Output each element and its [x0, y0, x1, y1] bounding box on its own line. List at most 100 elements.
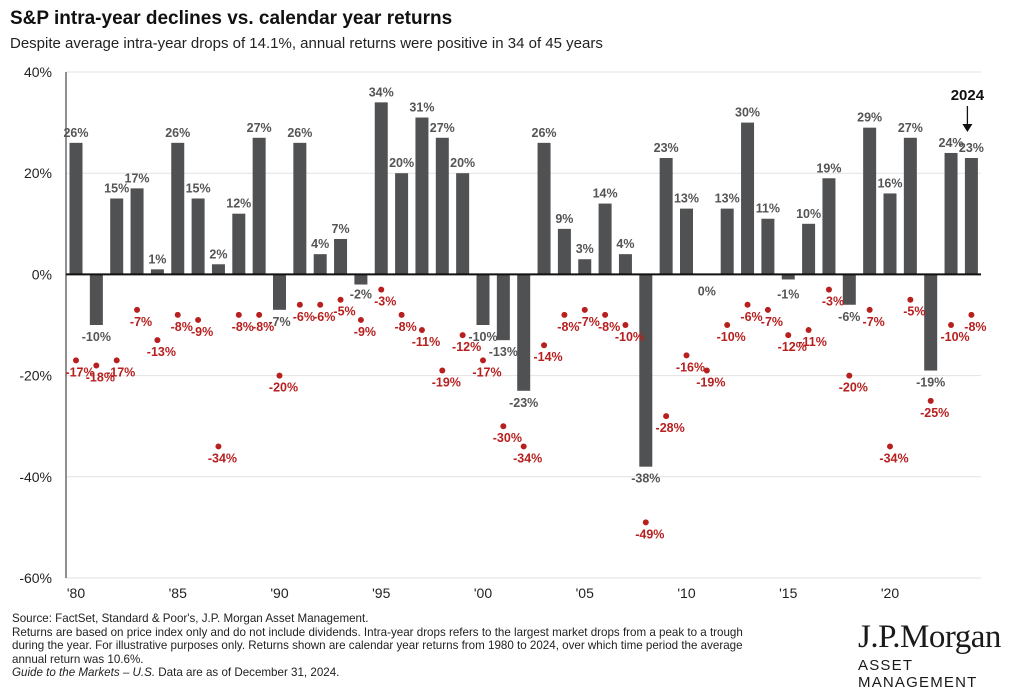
intra-year-decline-point [195, 316, 202, 323]
return-bar-label: 27% [898, 121, 923, 135]
x-tick-label: '90 [270, 585, 288, 601]
annotation-label: 2024 [951, 87, 985, 104]
logo-name: J.P.Morgan [858, 619, 1001, 655]
x-tick-label: '00 [474, 585, 492, 601]
return-bar-label: 16% [877, 176, 902, 190]
return-bar-label: 19% [816, 161, 841, 175]
return-bar-label: -10% [468, 330, 497, 344]
return-bar [639, 274, 653, 467]
return-bar-label: 23% [654, 141, 679, 155]
return-bar-label: 3% [576, 242, 594, 256]
y-tick-label: 20% [24, 165, 52, 181]
footnotes: Source: FactSet, Standard & Poor's, J.P.… [12, 612, 832, 680]
return-bar-label: 2% [209, 247, 227, 261]
intra-year-decline-label: -5% [903, 305, 925, 319]
intra-year-decline-label: -8% [598, 320, 620, 334]
return-bar-label: -6% [838, 310, 860, 324]
return-bar-label: -2% [350, 287, 372, 301]
return-bar-label: 20% [450, 156, 475, 170]
y-tick-label: 0% [32, 266, 52, 282]
y-tick-label: 40% [24, 64, 52, 80]
intra-year-decline-label: -10% [717, 330, 746, 344]
return-bar [659, 158, 673, 275]
intra-year-decline-label: -3% [822, 295, 844, 309]
intra-year-decline-label: -8% [232, 320, 254, 334]
return-bar-label: 13% [674, 192, 699, 206]
return-bar [842, 274, 856, 305]
return-bar [395, 173, 409, 275]
return-bar [273, 274, 286, 310]
return-bar-label: -13% [489, 345, 518, 359]
return-bar [903, 137, 917, 275]
return-bar-label: 11% [756, 202, 780, 216]
return-bar [435, 137, 449, 275]
return-bar [456, 173, 470, 275]
intra-year-decline-point [683, 352, 690, 359]
return-bar [171, 142, 185, 275]
intra-year-decline-label: -12% [452, 340, 481, 354]
return-bar [150, 269, 164, 275]
return-bar [578, 259, 592, 275]
intra-year-decline-label: -25% [920, 406, 949, 420]
intra-year-decline-label: -8% [171, 320, 193, 334]
intra-year-decline-label: -12% [778, 340, 807, 354]
return-bar [476, 274, 490, 325]
intra-year-decline-point [134, 306, 141, 313]
intra-year-decline-point [541, 342, 548, 349]
intra-year-decline-point [907, 296, 914, 303]
intra-year-decline-label: -8% [252, 320, 274, 334]
intra-year-decline-point [235, 311, 242, 318]
logo-subtitle: ASSET MANAGEMENT [858, 657, 978, 691]
intra-year-decline-label: -11% [412, 335, 441, 349]
return-bar-label: 27% [247, 121, 272, 135]
return-bar [89, 274, 103, 325]
return-bar [211, 264, 225, 275]
intra-year-decline-label: -20% [269, 381, 298, 395]
returns-chart: 40%20%0%-20%-40%-60%26%-10%15%17%1%26%15… [19, 64, 986, 601]
intra-year-decline-point [866, 306, 873, 313]
intra-year-decline-point [215, 443, 222, 450]
y-tick-label: -40% [19, 469, 52, 485]
return-bar [883, 193, 897, 275]
annotation-arrow-head [962, 124, 973, 132]
intra-year-decline-label: -20% [839, 381, 868, 395]
intra-year-decline-label: -16% [676, 360, 705, 374]
return-bar [680, 208, 693, 275]
intra-year-decline-label: -6% [313, 310, 335, 324]
return-bar [598, 203, 612, 275]
jpmorgan-logo: J.P.Morgan ASSET MANAGEMENT [858, 620, 1018, 691]
return-bar [252, 137, 266, 275]
intra-year-decline-label: -13% [147, 345, 176, 359]
intra-year-decline-label: -8% [964, 320, 986, 334]
return-bar-label: 0% [698, 284, 716, 298]
intra-year-decline-point [73, 357, 79, 364]
return-bar-label: 7% [332, 222, 350, 236]
return-bar [110, 198, 124, 275]
return-bar [191, 198, 205, 275]
return-bar-label: 27% [430, 121, 455, 135]
intra-year-decline-label: -6% [293, 310, 315, 324]
intra-year-decline-label: -9% [191, 325, 213, 339]
return-bar [557, 228, 571, 275]
return-bar-label: 13% [715, 192, 740, 206]
chart-title: S&P intra-year declines vs. calendar yea… [10, 8, 453, 29]
intra-year-decline-label: -10% [940, 330, 969, 344]
intra-year-decline-point [602, 311, 609, 318]
return-bar-label: 17% [125, 171, 150, 185]
intra-year-decline-point [500, 423, 507, 430]
intra-year-decline-label: -17% [106, 365, 135, 379]
intra-year-decline-label: -17% [472, 365, 501, 379]
return-bar [741, 122, 755, 275]
intra-year-decline-point [642, 519, 649, 526]
return-bar-label: 26% [165, 126, 190, 140]
intra-year-decline-label: -18% [86, 370, 115, 384]
intra-year-decline-point [337, 296, 344, 303]
return-bar [781, 274, 795, 280]
intra-year-decline-label: -19% [432, 376, 461, 390]
intra-year-decline-label: -34% [208, 451, 237, 465]
intra-year-decline-point [887, 443, 893, 450]
intra-year-decline-label: -30% [493, 431, 522, 445]
x-tick-label: '20 [881, 585, 899, 601]
intra-year-decline-point [968, 311, 975, 318]
return-bar-label: 26% [532, 126, 557, 140]
